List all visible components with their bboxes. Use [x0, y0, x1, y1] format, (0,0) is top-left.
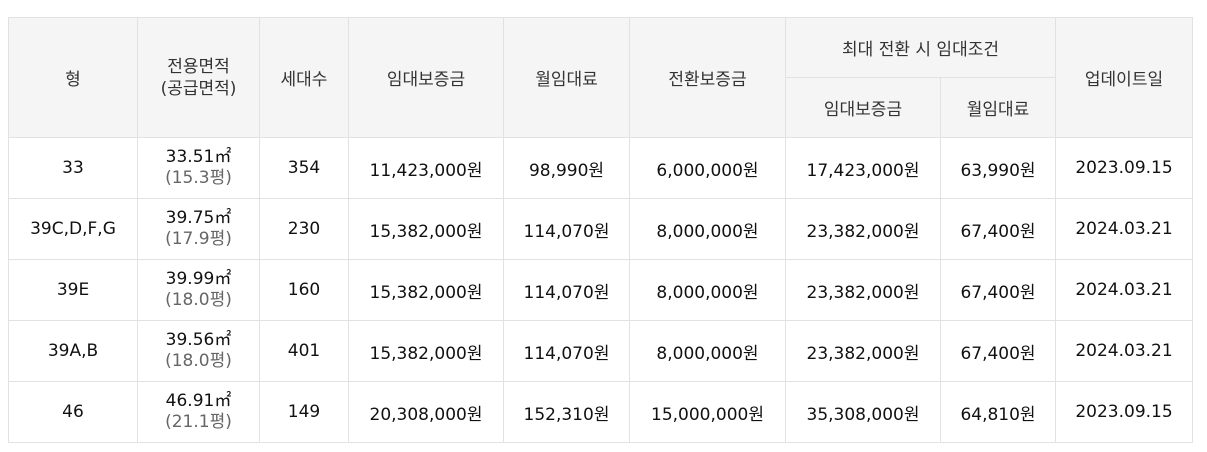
- cell-households: 401: [259, 320, 349, 382]
- header-conversion-deposit: 전환보증금: [629, 17, 786, 138]
- cell-max-monthly-rent: 67,400원: [939, 198, 1057, 260]
- cell-max-monthly-rent: 63,990원: [939, 137, 1057, 199]
- cell-monthly-rent: 114,070원: [503, 198, 630, 260]
- cell-area: 46.91㎡ (21.1평): [137, 381, 260, 443]
- cell-conversion-deposit: 8,000,000원: [629, 320, 786, 382]
- header-area: 전용면적 (공급면적): [137, 17, 260, 138]
- cell-updated: 2023.09.15: [1055, 137, 1194, 199]
- cell-exclusive-area: 39.99㎡: [165, 269, 232, 289]
- cell-exclusive-area: 33.51㎡: [165, 147, 232, 167]
- cell-monthly-rent: 114,070원: [503, 259, 630, 321]
- cell-max-deposit: 23,382,000원: [785, 320, 941, 382]
- table-row: 46 46.91㎡ (21.1평) 149 20,308,000원 152,31…: [8, 381, 1194, 443]
- cell-monthly-rent: 98,990원: [503, 137, 630, 199]
- rental-conditions-table: 형 전용면적 (공급면적) 세대수 임대보증금 월임대료 전환보증금 최대 전환…: [8, 17, 1194, 443]
- header-max-conversion-group: 최대 전환 시 임대조건: [784, 17, 1057, 78]
- table-body: 33 33.51㎡ (15.3평) 354 11,423,000원 98,990…: [8, 137, 1194, 443]
- header-max-monthly-rent: 월임대료: [939, 77, 1057, 138]
- cell-updated: 2024.03.21: [1055, 259, 1194, 321]
- header-monthly-rent: 월임대료: [503, 17, 630, 138]
- cell-exclusive-area: 39.75㎡: [165, 208, 232, 228]
- cell-conversion-deposit: 8,000,000원: [629, 259, 786, 321]
- cell-max-deposit: 35,308,000원: [785, 381, 941, 443]
- cell-supply-area: (21.1평): [165, 412, 232, 432]
- cell-type: 46: [8, 381, 138, 443]
- cell-deposit: 20,308,000원: [348, 381, 504, 443]
- cell-households: 230: [259, 198, 349, 260]
- cell-area: 33.51㎡ (15.3평): [137, 137, 260, 199]
- cell-type: 39C,D,F,G: [8, 198, 138, 260]
- header-type: 형: [8, 17, 138, 138]
- table-row: 39A,B 39.56㎡ (18.0평) 401 15,382,000원 114…: [8, 320, 1194, 382]
- cell-monthly-rent: 114,070원: [503, 320, 630, 382]
- table-header: 형 전용면적 (공급면적) 세대수 임대보증금 월임대료 전환보증금 최대 전환…: [8, 17, 1194, 138]
- header-area-line2: (공급면적): [160, 78, 237, 99]
- cell-max-monthly-rent: 64,810원: [939, 381, 1057, 443]
- cell-supply-area: (18.0평): [165, 290, 232, 310]
- cell-deposit: 15,382,000원: [348, 320, 504, 382]
- cell-updated: 2024.03.21: [1055, 198, 1194, 260]
- cell-conversion-deposit: 6,000,000원: [629, 137, 786, 199]
- table-row: 33 33.51㎡ (15.3평) 354 11,423,000원 98,990…: [8, 137, 1194, 199]
- cell-updated: 2024.03.21: [1055, 320, 1194, 382]
- cell-supply-area: (17.9평): [165, 229, 232, 249]
- cell-type: 33: [8, 137, 138, 199]
- cell-max-deposit: 23,382,000원: [785, 259, 941, 321]
- rental-conditions-table-container: 형 전용면적 (공급면적) 세대수 임대보증금 월임대료 전환보증금 최대 전환…: [8, 17, 1194, 443]
- cell-max-deposit: 17,423,000원: [785, 137, 941, 199]
- cell-exclusive-area: 46.91㎡: [165, 391, 232, 411]
- header-updated: 업데이트일: [1055, 17, 1194, 138]
- cell-area: 39.99㎡ (18.0평): [137, 259, 260, 321]
- table-row: 39C,D,F,G 39.75㎡ (17.9평) 230 15,382,000원…: [8, 198, 1194, 260]
- header-households: 세대수: [259, 17, 349, 138]
- cell-type: 39A,B: [8, 320, 138, 382]
- cell-monthly-rent: 152,310원: [503, 381, 630, 443]
- table-row: 39E 39.99㎡ (18.0평) 160 15,382,000원 114,0…: [8, 259, 1194, 321]
- cell-supply-area: (15.3평): [165, 168, 232, 188]
- cell-max-monthly-rent: 67,400원: [939, 259, 1057, 321]
- header-area-line1: 전용면적: [167, 56, 230, 77]
- cell-max-deposit: 23,382,000원: [785, 198, 941, 260]
- cell-area: 39.75㎡ (17.9평): [137, 198, 260, 260]
- cell-max-monthly-rent: 67,400원: [939, 320, 1057, 382]
- cell-households: 160: [259, 259, 349, 321]
- cell-households: 149: [259, 381, 349, 443]
- cell-conversion-deposit: 8,000,000원: [629, 198, 786, 260]
- cell-area: 39.56㎡ (18.0평): [137, 320, 260, 382]
- header-max-deposit: 임대보증금: [785, 77, 941, 138]
- cell-exclusive-area: 39.56㎡: [165, 330, 232, 350]
- cell-deposit: 15,382,000원: [348, 198, 504, 260]
- cell-deposit: 15,382,000원: [348, 259, 504, 321]
- cell-households: 354: [259, 137, 349, 199]
- cell-deposit: 11,423,000원: [348, 137, 504, 199]
- cell-type: 39E: [8, 259, 138, 321]
- cell-conversion-deposit: 15,000,000원: [629, 381, 786, 443]
- cell-supply-area: (18.0평): [165, 351, 232, 371]
- header-deposit: 임대보증금: [348, 17, 504, 138]
- cell-updated: 2023.09.15: [1055, 381, 1194, 443]
